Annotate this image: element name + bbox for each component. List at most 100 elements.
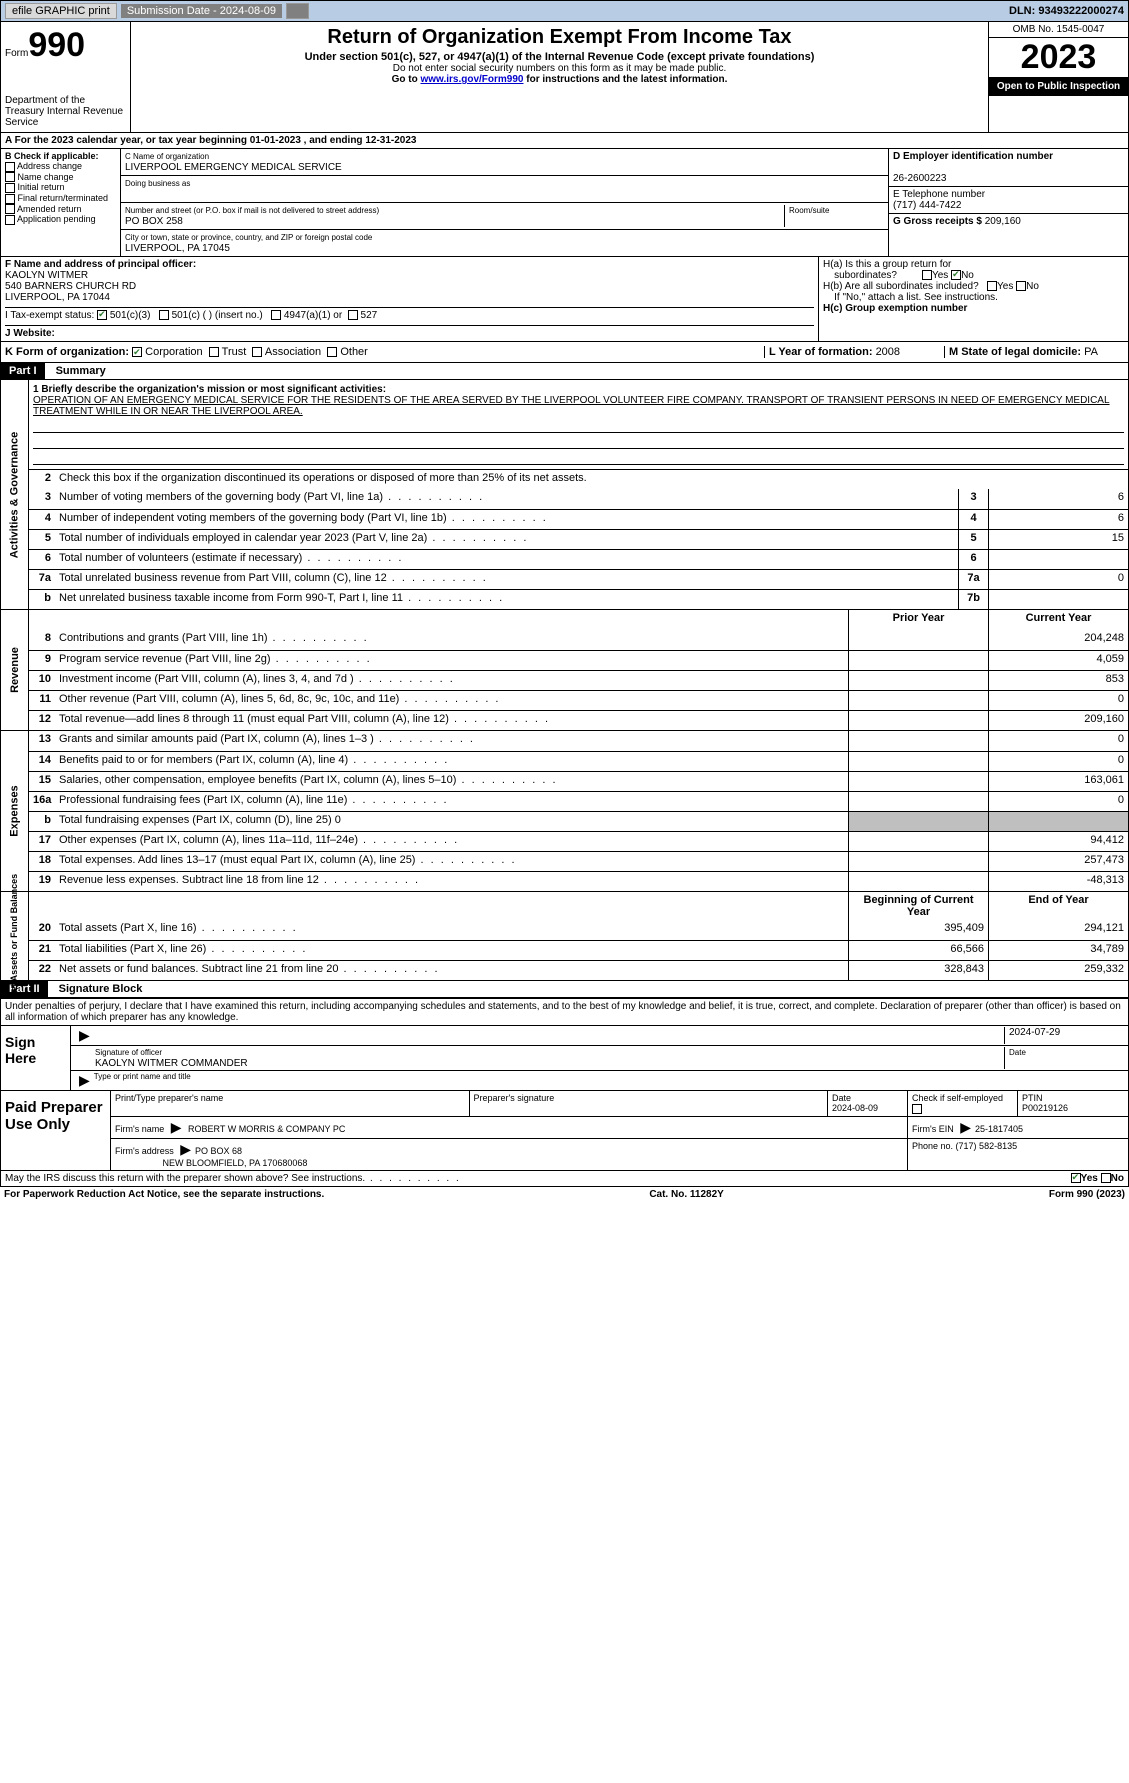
- chk-name[interactable]: [5, 172, 15, 182]
- submission-date: Submission Date - 2024-08-09: [121, 4, 282, 18]
- hb-lbl: H(b) Are all subordinates included?: [823, 281, 979, 292]
- ha-yes[interactable]: [922, 270, 932, 280]
- goto-pre: Go to: [392, 74, 421, 85]
- goto-note: Go to www.irs.gov/Form990 for instructio…: [135, 74, 984, 85]
- part1-title: Summary: [48, 363, 114, 379]
- lbl-501c: 501(c) ( ) (insert no.): [172, 310, 263, 321]
- addr-lbl: Number and street (or P.O. box if mail i…: [125, 206, 379, 215]
- firm-lbl: Firm's name: [115, 1124, 167, 1134]
- gross-lbl: G Gross receipts $: [893, 216, 985, 227]
- cat: Cat. No. 11282Y: [649, 1189, 723, 1200]
- chk-amended[interactable]: [5, 204, 15, 214]
- pra: For Paperwork Reduction Act Notice, see …: [4, 1189, 324, 1200]
- hb-yes[interactable]: [987, 281, 997, 291]
- city-lbl: City or town, state or province, country…: [125, 233, 372, 242]
- dept-treasury: Department of the Treasury Internal Reve…: [5, 95, 126, 128]
- chk-final[interactable]: [5, 194, 15, 204]
- ha-lbl: H(a) Is this a group return for: [823, 259, 951, 270]
- omb-number: OMB No. 1545-0047: [989, 22, 1128, 38]
- l-val: 2008: [876, 346, 900, 358]
- lbl-other: Other: [340, 346, 368, 358]
- chk-4947[interactable]: [271, 310, 281, 320]
- ha-no[interactable]: [951, 270, 961, 280]
- ptin: P00219126: [1022, 1103, 1068, 1113]
- officer-addr2: LIVERPOOL, PA 17044: [5, 292, 110, 303]
- k-lbl: K Form of organization:: [5, 346, 129, 358]
- pcheck-lbl: Check if self-employed: [912, 1093, 1003, 1103]
- chk-other[interactable]: [327, 347, 337, 357]
- arrow-icon: ▶: [75, 1027, 94, 1044]
- lbl-amended: Amended return: [17, 204, 82, 214]
- lbl-assoc: Association: [265, 346, 321, 358]
- part2: Part II Signature Block: [0, 981, 1129, 999]
- form-title: Return of Organization Exempt From Incom…: [135, 26, 984, 49]
- l-lbl: L Year of formation:: [769, 346, 876, 358]
- chk-initial[interactable]: [5, 183, 15, 193]
- discuss-yes-lbl: Yes: [1081, 1173, 1098, 1184]
- goto-post: for instructions and the latest informat…: [523, 74, 727, 85]
- tel: (717) 444-7422: [893, 200, 961, 211]
- hdr-end: End of Year: [988, 892, 1128, 920]
- hdr-prior: Prior Year: [848, 610, 988, 630]
- info-grid: B Check if applicable: Address change Na…: [0, 149, 1129, 257]
- lbl-initial: Initial return: [18, 182, 65, 192]
- chk-501c3[interactable]: [97, 310, 107, 320]
- efile-print-btn[interactable]: efile GRAPHIC print: [5, 3, 117, 19]
- irs-link[interactable]: www.irs.gov/Form990: [420, 74, 523, 85]
- sign-block: Sign Here ▶2024-07-29 Signature of offic…: [0, 1026, 1129, 1091]
- arrow-icon2: ▶: [75, 1072, 94, 1089]
- ha-no-lbl: No: [961, 270, 974, 281]
- section-a-year: A For the 2023 calendar year, or tax yea…: [0, 133, 1129, 149]
- tab-revenue: Revenue: [9, 647, 21, 693]
- discuss-no[interactable]: [1101, 1173, 1111, 1183]
- lbl-final: Final return/terminated: [18, 193, 109, 203]
- chk-527[interactable]: [348, 310, 358, 320]
- org-name: LIVERPOOL EMERGENCY MEDICAL SERVICE: [125, 162, 342, 173]
- chk-self[interactable]: [912, 1104, 922, 1114]
- discuss-no-lbl: No: [1111, 1173, 1124, 1184]
- tab-governance: Activities & Governance: [9, 431, 21, 558]
- open-inspection: Open to Public Inspection: [989, 77, 1128, 96]
- ein-lbl: D Employer identification number: [893, 151, 1053, 162]
- city: LIVERPOOL, PA 17045: [125, 243, 230, 254]
- form-subtitle: Under section 501(c), 527, or 4947(a)(1)…: [135, 51, 984, 63]
- chk-trust[interactable]: [209, 347, 219, 357]
- hb-no-lbl: No: [1026, 281, 1039, 292]
- fein: 25-1817405: [975, 1124, 1023, 1134]
- chk-pending[interactable]: [5, 215, 15, 225]
- ssn-note: Do not enter social security numbers on …: [135, 63, 984, 74]
- tax-status-lbl: I Tax-exempt status:: [5, 310, 94, 321]
- tab-expenses: Expenses: [9, 785, 21, 836]
- lbl-corp: Corporation: [145, 346, 202, 358]
- officer-h-row: F Name and address of principal officer:…: [0, 257, 1129, 342]
- lbl-trust: Trust: [222, 346, 247, 358]
- ein: 26-2600223: [893, 173, 946, 184]
- chk-501c[interactable]: [159, 310, 169, 320]
- hb-no[interactable]: [1016, 281, 1026, 291]
- addr: PO BOX 258: [125, 216, 183, 227]
- col-de: D Employer identification number 26-26002…: [888, 149, 1128, 256]
- tab-net: Net Assets or Fund Balances: [10, 874, 20, 998]
- chk-assoc[interactable]: [252, 347, 262, 357]
- form-number: 990: [28, 26, 85, 64]
- mission-lbl: 1 Briefly describe the organization's mi…: [33, 384, 386, 395]
- gross: 209,160: [985, 216, 1021, 227]
- hc-lbl: H(c) Group exemption number: [823, 303, 967, 314]
- chk-corp[interactable]: [132, 347, 142, 357]
- lbl-501c3: 501(c)(3): [110, 310, 151, 321]
- discuss-yes[interactable]: [1071, 1173, 1081, 1183]
- firm: ROBERT W MORRIS & COMPANY PC: [188, 1124, 345, 1134]
- chk-address[interactable]: [5, 162, 15, 172]
- officer-lbl: F Name and address of principal officer:: [5, 259, 196, 270]
- paid-lbl: Paid Preparer Use Only: [1, 1091, 111, 1170]
- lbl-address: Address change: [17, 161, 82, 171]
- col-c: C Name of organization LIVERPOOL EMERGEN…: [121, 149, 888, 256]
- part1: Part I Summary Activities & Governance 1…: [0, 363, 1129, 981]
- tel-lbl: E Telephone number: [893, 189, 985, 200]
- form-prefix: Form: [5, 48, 28, 59]
- date-lbl: Date: [1009, 1048, 1026, 1057]
- tax-year: 2023: [989, 38, 1128, 77]
- perjury: Under penalties of perjury, I declare th…: [0, 999, 1129, 1026]
- lbl-pending: Application pending: [17, 214, 96, 224]
- sign-date: 2024-07-29: [1004, 1027, 1124, 1044]
